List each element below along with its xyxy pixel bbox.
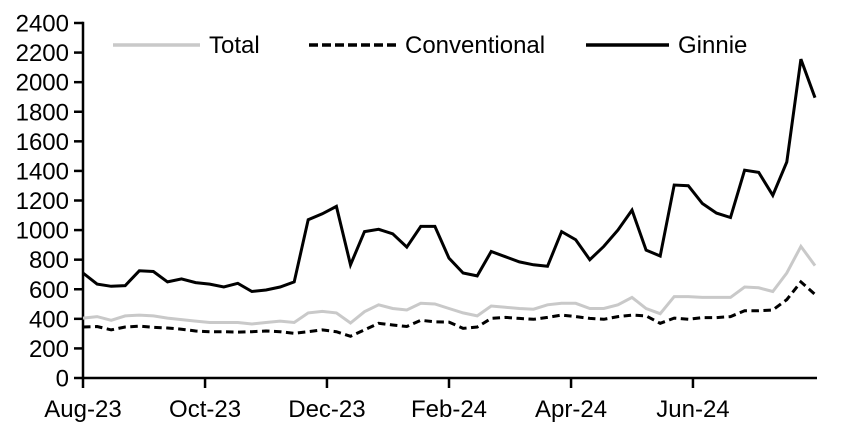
series-lines bbox=[82, 58, 817, 338]
y-tick-label: 2000 bbox=[16, 70, 69, 97]
y-tick-label: 1600 bbox=[16, 129, 69, 156]
y-tick-label: 200 bbox=[29, 336, 69, 363]
series-line-ginnie bbox=[82, 58, 817, 294]
series-line-conventional bbox=[82, 279, 816, 338]
y-tick-label: 2200 bbox=[16, 40, 69, 67]
y-tick-label: 1200 bbox=[16, 188, 69, 215]
x-tick-label: Oct-23 bbox=[169, 396, 241, 423]
y-tick-label: 400 bbox=[29, 306, 69, 333]
x-tick-label: Jun-24 bbox=[656, 396, 729, 423]
x-tick-label: Aug-23 bbox=[44, 396, 121, 423]
legend: Total Conventional Ginnie bbox=[113, 32, 747, 59]
y-tick-label: 600 bbox=[29, 277, 69, 304]
y-tick-label: 1000 bbox=[16, 218, 69, 245]
legend-label-total: Total bbox=[209, 32, 260, 59]
axis-lines bbox=[81, 21, 817, 380]
y-tick-label: 2400 bbox=[16, 11, 69, 38]
y-tick-label: 800 bbox=[29, 247, 69, 274]
x-tick-label: Feb-24 bbox=[411, 396, 487, 423]
series-line-total bbox=[82, 243, 817, 326]
y-tick-label: 1800 bbox=[16, 99, 69, 126]
y-tick-label: 0 bbox=[56, 366, 69, 393]
legend-label-ginnie: Ginnie bbox=[678, 32, 747, 59]
y-tick-label: 1400 bbox=[16, 158, 69, 185]
legend-label-conventional: Conventional bbox=[405, 32, 545, 59]
x-tick-label: Apr-24 bbox=[535, 396, 607, 423]
x-tick-label: Dec-23 bbox=[288, 396, 365, 423]
